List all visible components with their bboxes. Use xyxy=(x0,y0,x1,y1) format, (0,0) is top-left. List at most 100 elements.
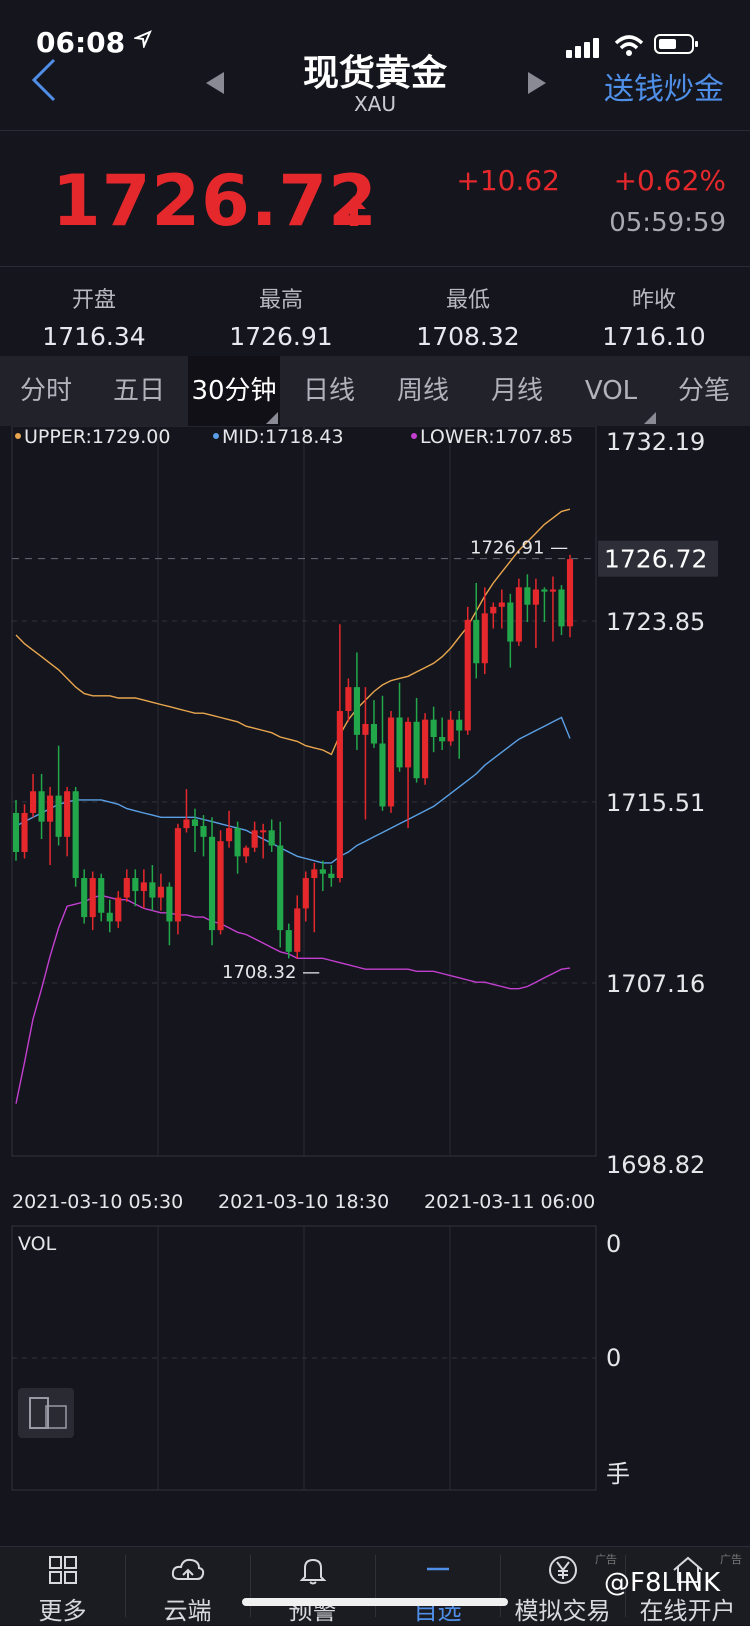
candle-body xyxy=(396,717,403,768)
stat-prev-close: 昨收 1716.10 xyxy=(560,282,748,351)
candle-body xyxy=(98,878,105,913)
tab-weekly[interactable]: 周线 xyxy=(376,356,470,426)
nav-label: 云端 xyxy=(163,1597,212,1625)
ad-badge: 广告 xyxy=(595,1553,617,1566)
y-tick-label: 1715.51 xyxy=(606,789,705,817)
y-tick-label: 1723.85 xyxy=(606,608,705,636)
tab-menu-indicator-icon xyxy=(644,412,656,424)
candle-body xyxy=(319,869,326,874)
tab-intraday[interactable]: 分时 xyxy=(0,356,92,426)
nav-label: 模拟交易 xyxy=(514,1597,611,1625)
legend-label: UPPER:1729.00 xyxy=(24,426,170,448)
page-title: 现货黄金 xyxy=(302,53,447,94)
nav-label: 自选 xyxy=(413,1597,462,1625)
candle-body xyxy=(370,724,378,744)
next-instrument-icon[interactable] xyxy=(528,72,546,94)
tab-five-day[interactable]: 五日 xyxy=(92,356,186,426)
tab-label: 分时 xyxy=(19,376,72,406)
tab-indicator-vol[interactable]: VOL xyxy=(564,356,658,426)
tab-label: 周线 xyxy=(396,376,449,406)
tab-ticks[interactable]: 分笔 xyxy=(658,356,750,426)
instrument-code: XAU xyxy=(353,92,397,116)
star-icon xyxy=(426,1567,449,1571)
candle-body xyxy=(345,687,352,711)
candle-body xyxy=(541,589,548,592)
candle-body xyxy=(260,830,267,833)
tab-label: VOL xyxy=(584,376,638,406)
candle-body xyxy=(302,878,309,909)
nav-sim-trading[interactable]: 模拟交易 广告 xyxy=(500,1547,625,1625)
promo-link[interactable]: 送钱炒金 xyxy=(604,72,724,107)
candle-body xyxy=(566,559,574,627)
nav-watchlist[interactable]: 自选 xyxy=(375,1547,500,1625)
chart-labels: 1732.19 1723.85 1715.51 1707.16 1698.82 UPPER… xyxy=(12,426,718,1488)
bell-icon xyxy=(299,1558,326,1585)
low-marker-label: 1708.32 — xyxy=(222,962,320,983)
price-change-percent: +0.62% xyxy=(613,164,726,197)
stat-value: 1726.91 xyxy=(229,322,333,351)
candle-body xyxy=(481,613,488,664)
candle-body xyxy=(507,602,514,642)
location-arrow-icon xyxy=(134,30,152,48)
candle-body xyxy=(243,847,250,857)
candle-body xyxy=(413,721,420,779)
vol-y-tick-label: 0 xyxy=(606,1230,621,1258)
y-tick-label: 1707.16 xyxy=(606,970,705,998)
candle-body xyxy=(294,908,301,952)
stat-label: 开盘 xyxy=(71,288,116,313)
divider xyxy=(375,1555,376,1617)
tab-30min[interactable]: 30分钟 xyxy=(188,356,280,426)
candle-body xyxy=(473,619,480,664)
back-chevron-icon[interactable] xyxy=(30,58,58,102)
candle-body xyxy=(353,687,360,735)
price-change: +10.62 xyxy=(456,164,560,197)
last-price-tag xyxy=(598,540,718,577)
candle-body xyxy=(81,878,88,918)
candle-body xyxy=(132,878,139,892)
boll-upper-line xyxy=(15,508,571,756)
candle-body xyxy=(464,619,471,731)
last-price: 1726.72 xyxy=(52,160,378,242)
x-axis-label: 2021-03-10 18:30 xyxy=(218,1191,389,1213)
nav-open-account[interactable]: 在线开户 广告 xyxy=(625,1547,750,1625)
nav-alerts[interactable]: 预警 xyxy=(250,1547,375,1625)
vol-unit-label: 手 xyxy=(606,1460,630,1488)
candle-body xyxy=(362,724,369,735)
boll-bands xyxy=(15,508,571,1104)
stat-high: 最高 1726.91 xyxy=(187,282,375,351)
nav-label: 更多 xyxy=(38,1597,87,1625)
candle-body xyxy=(277,845,284,931)
boll-lower-line xyxy=(15,894,571,1104)
nav-cloud[interactable]: 云端 xyxy=(125,1547,250,1625)
ad-badge: 广告 xyxy=(720,1553,742,1566)
tab-monthly[interactable]: 月线 xyxy=(470,356,564,426)
tab-label: 五日 xyxy=(112,376,165,406)
candle-body xyxy=(285,930,292,952)
legend-dot xyxy=(15,433,21,439)
candle-body xyxy=(456,719,463,731)
candle-body xyxy=(336,710,343,879)
candle-body xyxy=(89,878,96,918)
nav-more[interactable]: 更多 xyxy=(0,1547,125,1625)
candle-body xyxy=(217,841,224,931)
candle-body xyxy=(447,719,454,742)
period-tabs: 分时 五日 30分钟 日线 周线 月线 VOL 分笔 xyxy=(0,356,750,426)
candle-body xyxy=(47,795,54,822)
stat-value: 1708.32 xyxy=(416,322,520,351)
candle-body xyxy=(123,878,130,898)
nav-label: 在线开户 xyxy=(639,1597,736,1625)
x-axis-label: 2021-03-10 05:30 xyxy=(12,1191,183,1213)
candle-body xyxy=(191,819,199,826)
home-indicator xyxy=(242,1598,508,1606)
prev-instrument-icon[interactable] xyxy=(206,72,224,94)
stat-value: 1716.10 xyxy=(602,322,706,351)
tab-daily[interactable]: 日线 xyxy=(282,356,376,426)
stat-label: 昨收 xyxy=(631,288,676,313)
divider xyxy=(250,1555,251,1617)
candle-body xyxy=(208,836,216,931)
legend-dot xyxy=(411,433,417,439)
x-axis-label: 2021-03-11 06:00 xyxy=(424,1191,595,1213)
status-time: 06:08 xyxy=(36,26,126,59)
kline-chart[interactable]: 1732.19 1723.85 1715.51 1707.16 1698.82 UPPER… xyxy=(0,426,750,1546)
candle-body xyxy=(404,721,412,768)
